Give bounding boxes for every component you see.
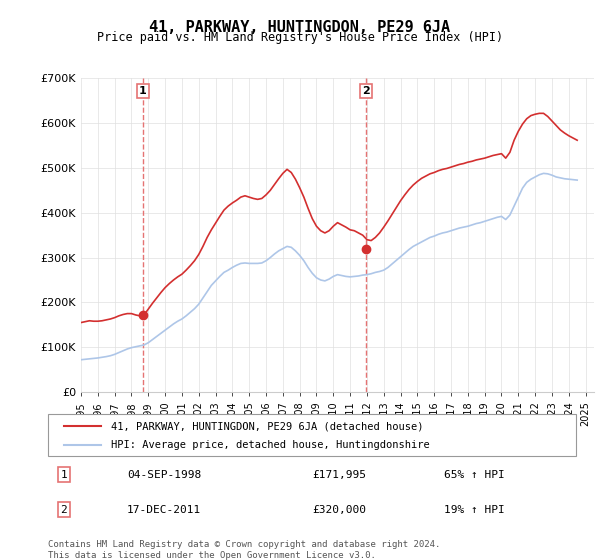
Text: Price paid vs. HM Land Registry's House Price Index (HPI): Price paid vs. HM Land Registry's House … xyxy=(97,31,503,44)
Text: 41, PARKWAY, HUNTINGDON, PE29 6JA: 41, PARKWAY, HUNTINGDON, PE29 6JA xyxy=(149,20,451,35)
Text: 2: 2 xyxy=(362,86,370,96)
Text: 65% ↑ HPI: 65% ↑ HPI xyxy=(444,470,505,479)
Text: 41, PARKWAY, HUNTINGDON, PE29 6JA (detached house): 41, PARKWAY, HUNTINGDON, PE29 6JA (detac… xyxy=(112,421,424,431)
Text: HPI: Average price, detached house, Huntingdonshire: HPI: Average price, detached house, Hunt… xyxy=(112,440,430,450)
Text: 17-DEC-2011: 17-DEC-2011 xyxy=(127,505,202,515)
Text: £171,995: £171,995 xyxy=(312,470,366,479)
Text: £320,000: £320,000 xyxy=(312,505,366,515)
Text: Contains HM Land Registry data © Crown copyright and database right 2024.
This d: Contains HM Land Registry data © Crown c… xyxy=(48,540,440,560)
Text: 19% ↑ HPI: 19% ↑ HPI xyxy=(444,505,505,515)
Text: 1: 1 xyxy=(139,86,146,96)
FancyBboxPatch shape xyxy=(48,414,576,456)
Text: 1: 1 xyxy=(61,470,67,479)
Text: 2: 2 xyxy=(61,505,67,515)
Text: 04-SEP-1998: 04-SEP-1998 xyxy=(127,470,202,479)
